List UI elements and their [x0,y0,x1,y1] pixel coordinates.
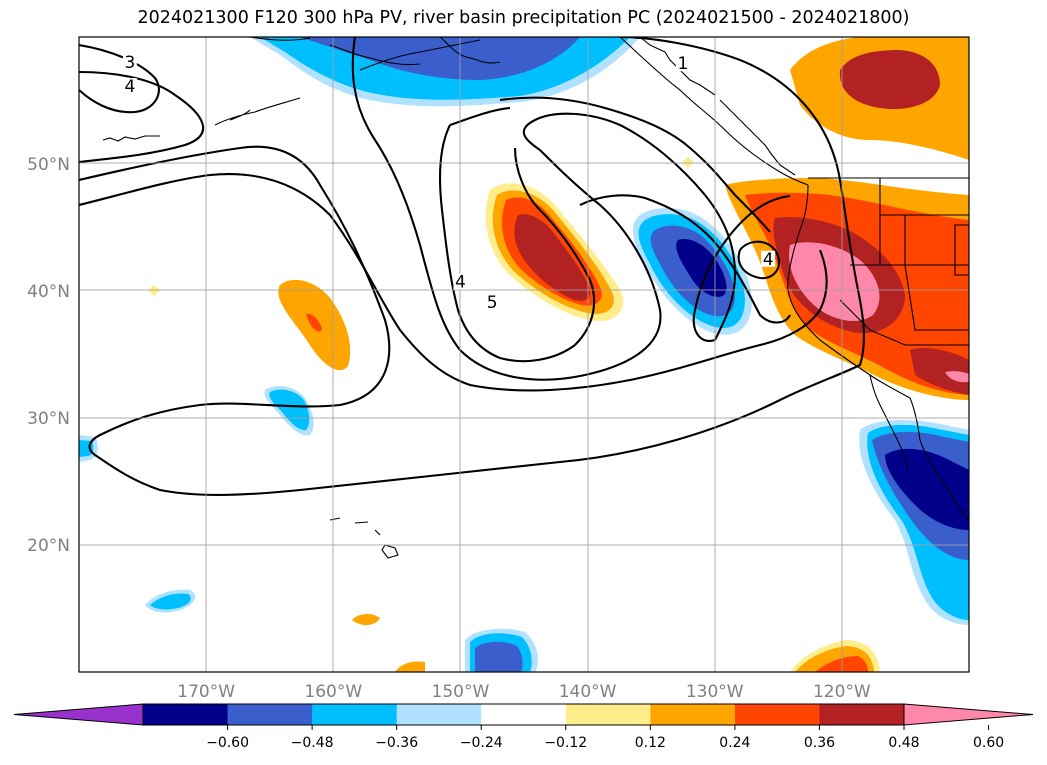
colorbar-box [396,704,482,725]
longitude-labels: 170°W 160°W 150°W 140°W 130°W 120°W [177,682,871,702]
colorbar-box [227,704,313,725]
map-area: 3 4 1 4 5 4 [79,37,969,672]
colorbar-box [650,704,736,725]
colorbar-frame [142,703,905,726]
contour-labels: 3 4 1 4 5 4 [122,53,776,313]
colorbar-tick-label: 0.24 [719,735,750,751]
map-title: 2024021300 F120 300 hPa PV, river basin … [137,8,910,28]
colorbar-tick-label: −0.60 [206,735,249,751]
colorbar-box [481,704,567,725]
colorbar-box [734,704,820,725]
latitude-labels: 50°N 40°N 30°N 20°N [27,155,70,556]
lon-label: 130°W [686,682,744,702]
colorbar-tick-label: 0.60 [973,735,1004,751]
contour-label: 4 [455,273,466,293]
lat-label: 50°N [27,155,70,175]
contour-label: 5 [487,293,498,313]
colorbar-box [565,704,651,725]
colorbar-tick-label: −0.12 [544,735,587,751]
map-frame [78,36,970,673]
colorbar-tick-label: 0.12 [635,735,666,751]
colorbar: −0.60 −0.48 −0.36 −0.24 −0.12 0.12 0.24 0.36 0.4… [13,703,1034,751]
colorbar-tick-label: 0.48 [888,735,919,751]
coastlines [102,37,969,559]
contour-label: 4 [124,77,135,97]
contour-label-bg [761,250,776,267]
lon-label: 150°W [432,682,490,702]
lat-label: 30°N [27,409,70,429]
contour-label: 4 [763,250,774,270]
contour-label-bg [675,55,690,72]
colorbar-tick-label: −0.48 [291,735,334,751]
pv-contours [79,37,865,496]
colorbar-extend-low [13,703,144,726]
lon-label: 120°W [813,682,871,702]
contour-label-bg [453,273,468,290]
lon-label: 140°W [559,682,617,702]
colorbar-tick-label: −0.24 [460,735,503,751]
contour-label-bg [122,53,137,70]
colorbar-tick-label: −0.36 [375,735,418,751]
contour-label: 1 [678,54,689,74]
contour-label-bg [485,293,500,310]
colorbar-box [312,704,398,725]
lon-label: 160°W [304,682,362,702]
colorbar-extend-high [903,703,1034,726]
lon-label: 170°W [177,682,235,702]
colorbar-box [819,704,905,725]
colorbar-box [143,704,229,725]
gridlines [79,37,969,672]
lat-label: 40°N [27,282,70,302]
contour-label: 3 [124,53,135,73]
precip-shading [79,37,969,672]
lat-label: 20°N [27,536,70,556]
colorbar-tick-label: 0.36 [804,735,835,751]
contour-label-bg [122,78,137,95]
